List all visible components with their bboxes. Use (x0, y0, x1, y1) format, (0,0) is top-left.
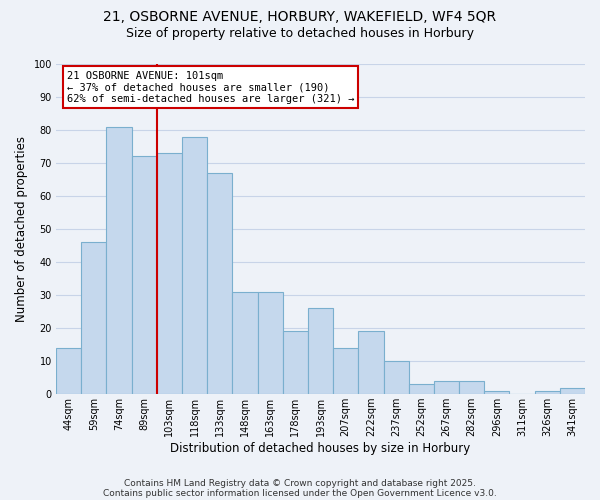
Text: Contains public sector information licensed under the Open Government Licence v3: Contains public sector information licen… (103, 488, 497, 498)
Text: Contains HM Land Registry data © Crown copyright and database right 2025.: Contains HM Land Registry data © Crown c… (124, 478, 476, 488)
Bar (383, 361, 409, 394)
Text: 21, OSBORNE AVENUE, HORBURY, WAKEFIELD, WF4 5QR: 21, OSBORNE AVENUE, HORBURY, WAKEFIELD, … (103, 10, 497, 24)
Bar (232, 292, 257, 394)
Bar (409, 384, 434, 394)
X-axis label: Distribution of detached houses by size in Horbury: Distribution of detached houses by size … (170, 442, 470, 455)
Bar (283, 332, 308, 394)
Text: Size of property relative to detached houses in Horbury: Size of property relative to detached ho… (126, 28, 474, 40)
Y-axis label: Number of detached properties: Number of detached properties (15, 136, 28, 322)
Bar (207, 173, 232, 394)
Bar (459, 381, 484, 394)
Bar (358, 332, 383, 394)
Bar (560, 388, 585, 394)
Bar (131, 156, 157, 394)
Bar (484, 391, 509, 394)
Bar (535, 391, 560, 394)
Bar (333, 348, 358, 394)
Bar (182, 136, 207, 394)
Bar (308, 308, 333, 394)
Bar (56, 348, 81, 394)
Bar (434, 381, 459, 394)
Text: 21 OSBORNE AVENUE: 101sqm
← 37% of detached houses are smaller (190)
62% of semi: 21 OSBORNE AVENUE: 101sqm ← 37% of detac… (67, 70, 354, 104)
Bar (106, 126, 131, 394)
Bar (81, 242, 106, 394)
Bar (257, 292, 283, 394)
Bar (157, 153, 182, 394)
